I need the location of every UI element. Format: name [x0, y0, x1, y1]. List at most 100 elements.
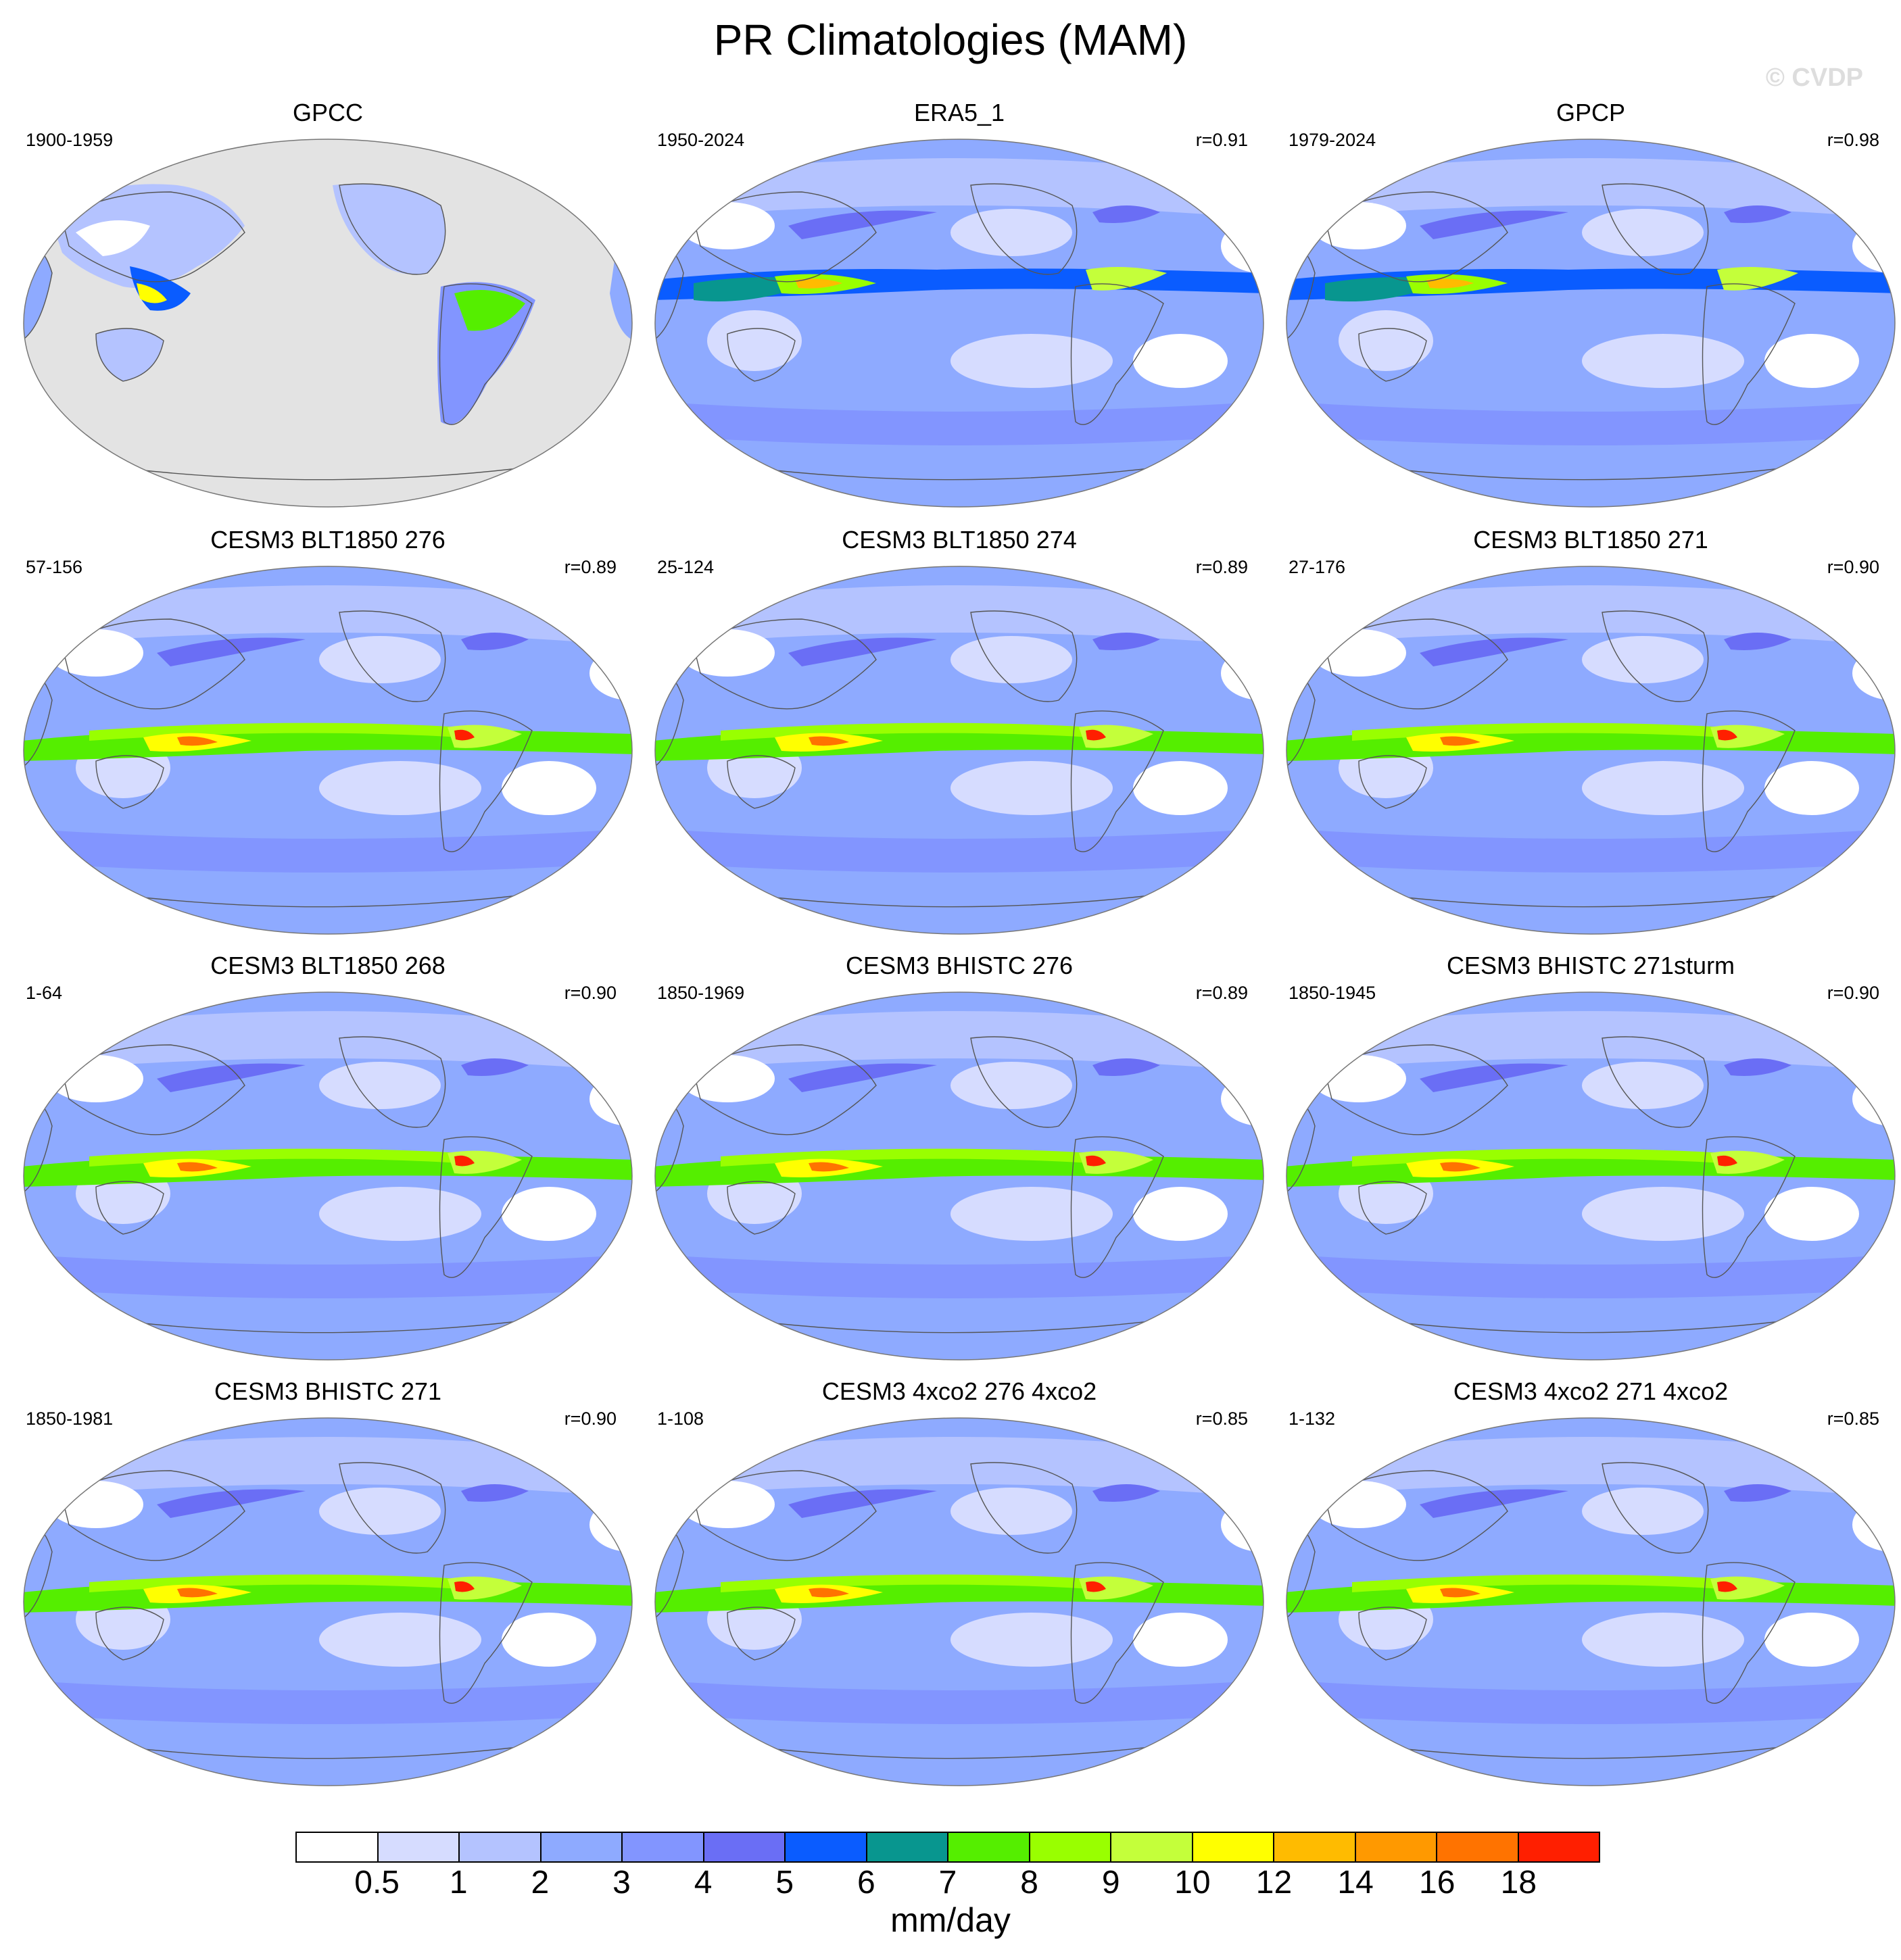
- map-panel: CESM3 BLT1850 268 1-64 r=0.90: [14, 952, 642, 1364]
- colorbar-segment: [1030, 1833, 1111, 1861]
- panel-title: ERA5_1: [913, 99, 1005, 126]
- northern-band-area: [655, 158, 1264, 219]
- andes-peak: [454, 1581, 475, 1592]
- s-atlantic-dry-area: [1764, 1187, 1859, 1241]
- coastline: [1070, 283, 1164, 425]
- indonesia-precip-area: [137, 283, 167, 303]
- panel-title: CESM3 BHISTC 271sturm: [1446, 952, 1735, 979]
- panel-title: GPCP: [1556, 99, 1626, 126]
- ne-pacific-dry-area: [1582, 1488, 1704, 1535]
- panel-years: 25-124: [657, 557, 715, 577]
- indonesia-peak: [177, 1162, 218, 1172]
- s-atlantic-dry-area: [502, 1613, 596, 1667]
- colorbar-tick-label: 8: [1020, 1865, 1038, 1901]
- coastline: [339, 183, 446, 275]
- coastline: [439, 283, 533, 425]
- north-pacific-storm-track: [157, 1063, 306, 1092]
- coastline: [1702, 1136, 1796, 1278]
- central-asia-dry-area: [1312, 202, 1406, 249]
- colorbar-tick-label: 18: [1500, 1865, 1537, 1901]
- panel-title: CESM3 BHISTC 271: [214, 1377, 442, 1405]
- map-border: [1286, 1417, 1896, 1786]
- colorbar: [295, 1832, 1600, 1863]
- amazon-itcz: [1717, 267, 1798, 291]
- southern-storm-track-area: [1286, 1254, 1895, 1298]
- colorbar-tick-label: 6: [857, 1865, 875, 1901]
- colorbar-segment: [623, 1833, 704, 1861]
- central-asia-dry-area: [49, 1481, 143, 1528]
- north-pacific-storm-track: [1420, 1063, 1568, 1092]
- panel-correlation: r=0.90: [564, 1408, 617, 1429]
- north-atlantic-storm-track: [1724, 633, 1791, 650]
- coastline: [1602, 610, 1709, 702]
- australia-dry-area: [1339, 310, 1433, 371]
- ne-pacific-dry-area: [319, 1062, 441, 1109]
- southern-storm-track-area: [1286, 1680, 1895, 1724]
- map-panel: CESM3 BLT1850 274 25-124 r=0.89: [645, 526, 1274, 938]
- se-pacific-dry-area: [1582, 761, 1744, 815]
- colorbar-tick-label: 14: [1337, 1865, 1374, 1901]
- double-itcz-band: [1352, 1574, 1724, 1592]
- coastline: [62, 1470, 245, 1561]
- northern-band-area: [1286, 158, 1895, 219]
- northern-band-area: [655, 585, 1264, 646]
- north-atlantic-storm-track: [461, 1484, 529, 1502]
- indonesia-peak: [1440, 736, 1481, 746]
- map-panel: CESM3 4xco2 271 4xco2 1-132 r=0.85: [1276, 1377, 1901, 1790]
- north-pacific-storm-track: [1420, 210, 1568, 239]
- map-panel: GPCC 1900-1959: [14, 99, 642, 511]
- panel-title: CESM3 BLT1850 276: [210, 526, 446, 554]
- panel-years: 1-64: [26, 983, 63, 1003]
- watermark: © CVDP: [1765, 64, 1863, 92]
- colorbar-segment: [786, 1833, 867, 1861]
- north-atlantic-storm-track: [1724, 205, 1791, 223]
- indonesia-peak: [177, 736, 218, 746]
- north-atlantic-storm-track: [1092, 1484, 1160, 1502]
- coastline: [1602, 1462, 1709, 1554]
- se-pacific-dry-area: [319, 1613, 481, 1667]
- double-itcz-band: [721, 722, 1092, 741]
- se-pacific-dry-area: [950, 1187, 1113, 1241]
- coastline: [693, 1044, 877, 1135]
- colorbar-tick-label: 5: [775, 1865, 794, 1901]
- panel-title: CESM3 BHISTC 276: [845, 952, 1074, 979]
- colorbar-tick-label: 4: [694, 1865, 713, 1901]
- central-asia-dry-area: [1312, 629, 1406, 677]
- s-atlantic-dry-area: [502, 1187, 596, 1241]
- colorbar-segment: [1193, 1833, 1274, 1861]
- indonesia-peak: [1440, 1588, 1481, 1598]
- page-title: PR Climatologies (MAM): [713, 16, 1188, 64]
- panel-years: 57-156: [26, 557, 83, 577]
- double-itcz-band: [1352, 722, 1724, 741]
- north-pacific-storm-track: [157, 637, 306, 666]
- coastline: [970, 183, 1078, 275]
- southern-storm-track-area: [24, 1254, 632, 1298]
- asia-precip-area: [49, 184, 245, 288]
- panel-correlation: r=0.90: [1827, 983, 1879, 1003]
- northern-band-area: [655, 1011, 1264, 1072]
- double-itcz-band: [89, 1574, 461, 1592]
- north-pacific-storm-track: [1420, 637, 1568, 666]
- se-pacific-dry-area: [1582, 1187, 1744, 1241]
- colorbar-tick-label: 12: [1255, 1865, 1293, 1901]
- colorbar-segment: [704, 1833, 786, 1861]
- coastline: [1324, 1470, 1508, 1561]
- colorbar-labels: 0.5 1 2 3 4 5 6 7 8 9 10 12 14 16 18: [295, 1864, 1600, 1905]
- map-border: [23, 1417, 633, 1786]
- precip-map: [654, 1417, 1264, 1786]
- precip-map: [23, 1417, 633, 1786]
- panel-years: 27-176: [1289, 557, 1346, 577]
- andes-peak: [1086, 729, 1106, 741]
- double-itcz-band: [89, 722, 461, 741]
- panel-title: CESM3 BLT1850 268: [210, 952, 446, 979]
- precip-map: [1286, 1417, 1896, 1786]
- panel-years: 1950-2024: [657, 130, 745, 150]
- northern-band-area: [1286, 585, 1895, 646]
- northern-band-area: [1286, 1011, 1895, 1072]
- precip-map: [23, 991, 633, 1361]
- andes-peak: [454, 1155, 475, 1167]
- coastline: [727, 1607, 796, 1661]
- panel-correlation: r=0.90: [564, 983, 617, 1003]
- north-atlantic-storm-track: [1724, 1484, 1791, 1502]
- panel-title: CESM3 BLT1850 274: [842, 526, 1077, 554]
